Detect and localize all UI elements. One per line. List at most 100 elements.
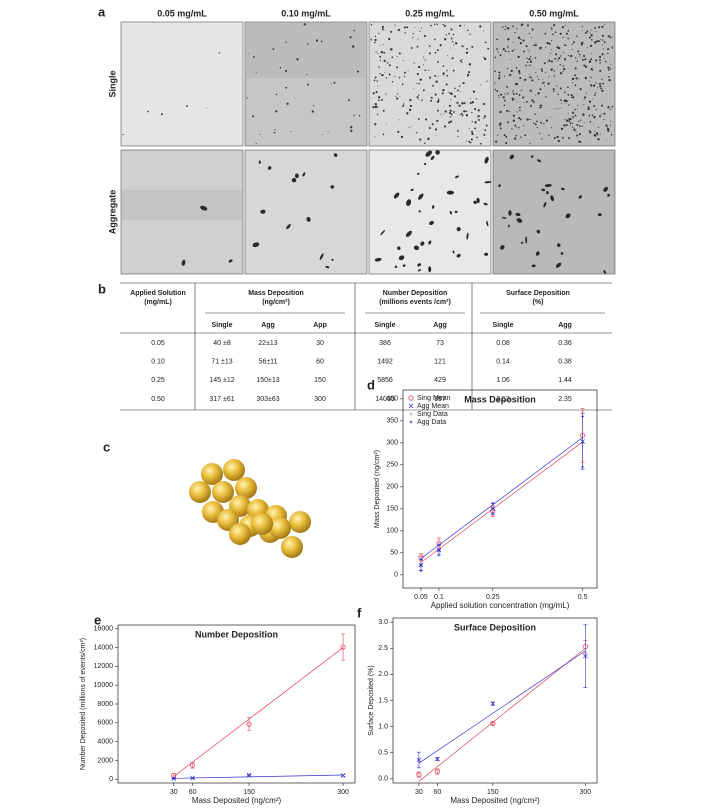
particle <box>590 68 593 71</box>
aggregate <box>397 246 401 250</box>
y-axis-label: Surface Deposited (%) <box>368 665 375 735</box>
nanoparticle <box>251 513 273 535</box>
particle <box>378 66 380 68</box>
particle <box>457 130 459 132</box>
aggregate <box>406 199 412 206</box>
aggregate <box>430 155 435 160</box>
particle <box>569 122 572 124</box>
particle <box>487 47 490 50</box>
particle <box>595 59 598 62</box>
particle <box>578 140 581 143</box>
table-cell: 40 ±8 <box>213 340 231 347</box>
particle <box>496 38 499 41</box>
y-tick-label: 350 <box>386 418 398 425</box>
particle <box>320 40 323 43</box>
particle <box>469 101 472 105</box>
particle <box>290 130 292 132</box>
table-subheader: Agg <box>558 322 572 329</box>
particle <box>403 103 405 105</box>
particle <box>499 122 502 125</box>
particle <box>602 39 604 41</box>
particle <box>380 50 383 54</box>
aggregate <box>550 195 555 202</box>
particle <box>514 48 516 50</box>
particle <box>571 82 574 84</box>
particle <box>545 119 548 122</box>
column-header: 0.50 mg/mL <box>529 8 579 18</box>
particle <box>409 98 412 102</box>
particle <box>601 104 604 107</box>
particle <box>526 100 528 103</box>
particle <box>440 113 442 115</box>
particle <box>567 30 570 32</box>
particle <box>474 127 476 130</box>
particle <box>465 51 469 54</box>
point <box>583 653 588 659</box>
aggregate <box>597 213 602 217</box>
particle <box>285 41 287 43</box>
row-header: Aggregate <box>107 190 117 235</box>
particle <box>512 41 514 43</box>
particle <box>603 112 606 115</box>
particle <box>603 48 605 50</box>
particle <box>538 78 540 80</box>
particle <box>503 134 506 137</box>
particle <box>612 47 614 49</box>
particle <box>512 90 514 92</box>
particle <box>388 64 391 67</box>
particle <box>397 28 401 32</box>
nanoparticle-cluster <box>189 459 311 558</box>
particle <box>595 31 597 33</box>
legend-marker <box>409 420 413 424</box>
particle <box>514 83 517 86</box>
particle <box>483 117 485 120</box>
particle <box>403 26 406 29</box>
table-header: (%) <box>533 299 544 306</box>
particle <box>554 57 557 60</box>
particle <box>541 138 543 140</box>
particle <box>431 123 434 126</box>
particle <box>397 30 399 32</box>
particle <box>520 89 523 92</box>
particle <box>607 130 610 133</box>
particle <box>436 23 438 26</box>
particle <box>255 72 257 74</box>
particle <box>434 128 438 131</box>
particle <box>374 136 376 138</box>
particle <box>599 62 601 64</box>
particle <box>495 140 498 143</box>
panel-label: f <box>357 605 362 620</box>
particle <box>474 108 477 110</box>
particle <box>535 94 537 96</box>
table-header: Mass Deposition <box>248 290 304 297</box>
particle <box>536 126 538 129</box>
particle <box>374 76 377 79</box>
table-cell: 5856 <box>377 377 393 384</box>
table-header: (millions events /cm²) <box>379 299 451 306</box>
particle <box>479 142 482 145</box>
particle <box>599 38 601 40</box>
fit-line <box>420 441 583 563</box>
particle <box>594 92 597 94</box>
particle <box>539 88 542 91</box>
particle <box>560 107 562 109</box>
particle <box>383 59 386 63</box>
micrograph-shade <box>245 22 367 78</box>
particle <box>443 113 445 115</box>
aggregate <box>508 210 512 216</box>
particle <box>565 44 567 47</box>
particle <box>382 43 384 46</box>
particle <box>512 25 514 28</box>
table-cell: 2.53 <box>496 396 510 403</box>
particle <box>578 53 581 56</box>
particle <box>382 133 385 136</box>
point <box>419 557 423 561</box>
particle <box>594 81 596 83</box>
particle <box>586 47 589 49</box>
particle <box>603 118 605 120</box>
particle <box>529 118 531 120</box>
aggregate <box>181 259 186 266</box>
y-tick-label: 2000 <box>97 757 113 764</box>
particle <box>461 59 463 61</box>
particle <box>607 127 610 131</box>
